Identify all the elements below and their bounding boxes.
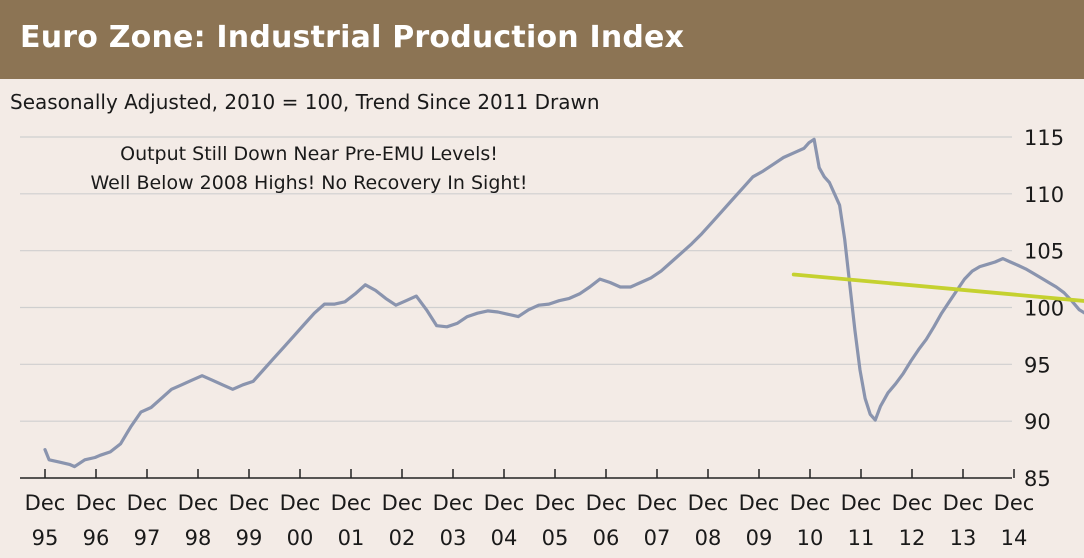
x-tick-label-year: 03: [440, 526, 467, 550]
x-tick-label-year: 05: [542, 526, 569, 550]
annotation-line-1: Output Still Down Near Pre-EMU Levels!: [120, 143, 498, 165]
chart-header: Euro Zone: Industrial Production Index: [0, 0, 1084, 79]
x-tick-label-year: 09: [746, 526, 773, 550]
y-tick-label: 105: [1024, 240, 1064, 264]
y-tick-label: 110: [1024, 183, 1064, 207]
x-tick-label-year: 06: [593, 526, 620, 550]
x-tick-label-year: 07: [644, 526, 671, 550]
y-tick-label: 90: [1024, 410, 1051, 434]
y-axis-tick-labels: 85 90 95 100 105 110 115: [1024, 126, 1064, 491]
x-axis-tick-labels: Dec 95 Dec 96 Dec 97 Dec 98 Dec 99 Dec 00 Dec 01 Dec 02…: [25, 469, 1035, 550]
x-tick-label-year: 08: [695, 526, 722, 550]
x-tick-label-month: Dec: [331, 491, 372, 515]
x-tick-label-month: Dec: [382, 491, 423, 515]
x-tick-label-year: 98: [185, 526, 212, 550]
x-tick-label-month: Dec: [229, 491, 270, 515]
x-tick-label-month: Dec: [739, 491, 780, 515]
x-tick-label-year: 99: [236, 526, 263, 550]
series-layer: [43, 137, 1084, 469]
x-tick-label-month: Dec: [892, 491, 933, 515]
x-tick-label-month: Dec: [76, 491, 117, 515]
series-line-industrial-production: [43, 137, 1084, 469]
x-tick-label-month: Dec: [127, 491, 168, 515]
series-line-trend: [791, 272, 1084, 303]
chart-subtitle: Seasonally Adjusted, 2010 = 100, Trend S…: [10, 90, 600, 114]
x-tick-label-year: 10: [797, 526, 824, 550]
x-tick-label-year: 96: [83, 526, 110, 550]
x-tick-label-month: Dec: [535, 491, 576, 515]
x-tick-label-month: Dec: [433, 491, 474, 515]
x-tick-label-year: 02: [389, 526, 416, 550]
x-tick-label-month: Dec: [280, 491, 321, 515]
x-tick-label-year: 12: [899, 526, 926, 550]
chart-title: Euro Zone: Industrial Production Index: [20, 20, 685, 55]
x-tick-label-year: 95: [32, 526, 59, 550]
x-tick-label-month: Dec: [994, 491, 1035, 515]
x-tick-label-month: Dec: [637, 491, 678, 515]
x-tick-label-month: Dec: [25, 491, 66, 515]
x-tick-label-month: Dec: [586, 491, 627, 515]
x-tick-label-month: Dec: [178, 491, 219, 515]
x-tick-label-month: Dec: [484, 491, 525, 515]
x-tick-label-year: 97: [134, 526, 161, 550]
y-tick-label: 100: [1024, 297, 1064, 321]
x-tick-label-month: Dec: [943, 491, 984, 515]
x-tick-label-year: 00: [287, 526, 314, 550]
x-tick-label-year: 13: [950, 526, 977, 550]
annotation-line-2: Well Below 2008 Highs! No Recovery In Si…: [90, 172, 528, 194]
x-tick-label-year: 11: [848, 526, 875, 550]
x-tick-label-year: 14: [1001, 526, 1028, 550]
grid-lines: [20, 136, 1012, 479]
chart-annotation: Output Still Down Near Pre-EMU Levels! W…: [14, 140, 604, 198]
x-tick-label-year: 04: [491, 526, 518, 550]
x-tick-label-month: Dec: [688, 491, 729, 515]
x-tick-label-year: 01: [338, 526, 365, 550]
y-tick-label: 95: [1024, 353, 1051, 377]
x-tick-label-month: Dec: [841, 491, 882, 515]
y-tick-label: 115: [1024, 126, 1064, 150]
x-tick-label-month: Dec: [790, 491, 831, 515]
y-tick-label: 85: [1024, 467, 1051, 491]
